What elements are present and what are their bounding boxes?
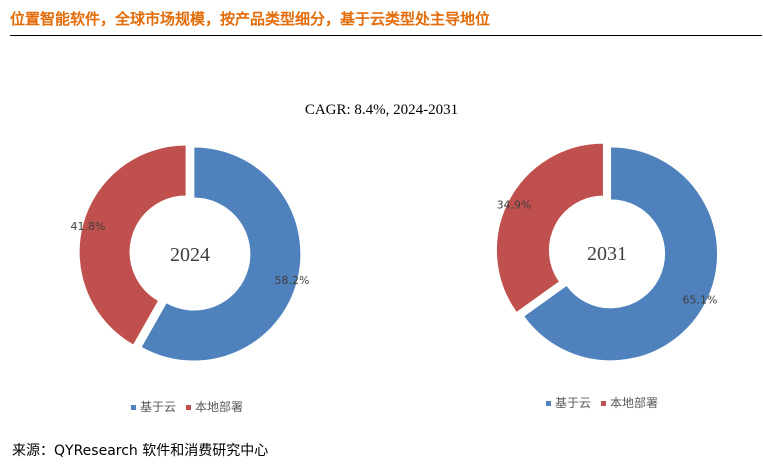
data-label: 65.1% xyxy=(682,294,717,307)
page-title: 位置智能软件，全球市场规模，按产品类型细分，基于云类型处主导地位 xyxy=(10,10,491,28)
legend-label: 本地部署 xyxy=(610,395,658,410)
legend-swatch xyxy=(186,405,191,410)
donut-chart-2024: 58.2% 41.8% 2024 基于云 本地部署 xyxy=(71,144,310,414)
donut-slice-cloud xyxy=(140,146,302,362)
legend-label: 基于云 xyxy=(140,400,176,414)
donut-slice-onprem xyxy=(495,142,604,314)
legend-swatch xyxy=(131,405,136,410)
donut-chart-2031: 65.1% 34.9% 2031 基于云 本地部署 xyxy=(495,142,718,410)
data-label: 58.2% xyxy=(275,274,310,287)
legend-label: 基于云 xyxy=(555,396,591,410)
donut-center-label: 2031 xyxy=(587,243,627,265)
legend-swatch xyxy=(601,401,606,406)
chart-legend: 基于云 本地部署 xyxy=(131,399,243,414)
donut-slice-onprem xyxy=(78,144,187,346)
chart-legend: 基于云 本地部署 xyxy=(546,395,658,410)
donut-center-label: 2024 xyxy=(170,244,210,266)
donut-slice-cloud xyxy=(522,146,718,362)
source-note: 来源：QYResearch 软件和消费研究中心 xyxy=(12,443,269,459)
header-divider xyxy=(10,35,762,36)
cagr-subtitle: CAGR: 8.4%, 2024-2031 xyxy=(304,102,459,118)
data-label: 41.8% xyxy=(71,220,106,233)
legend-swatch xyxy=(546,401,551,406)
legend-label: 本地部署 xyxy=(195,399,243,414)
data-label: 34.9% xyxy=(497,198,532,211)
